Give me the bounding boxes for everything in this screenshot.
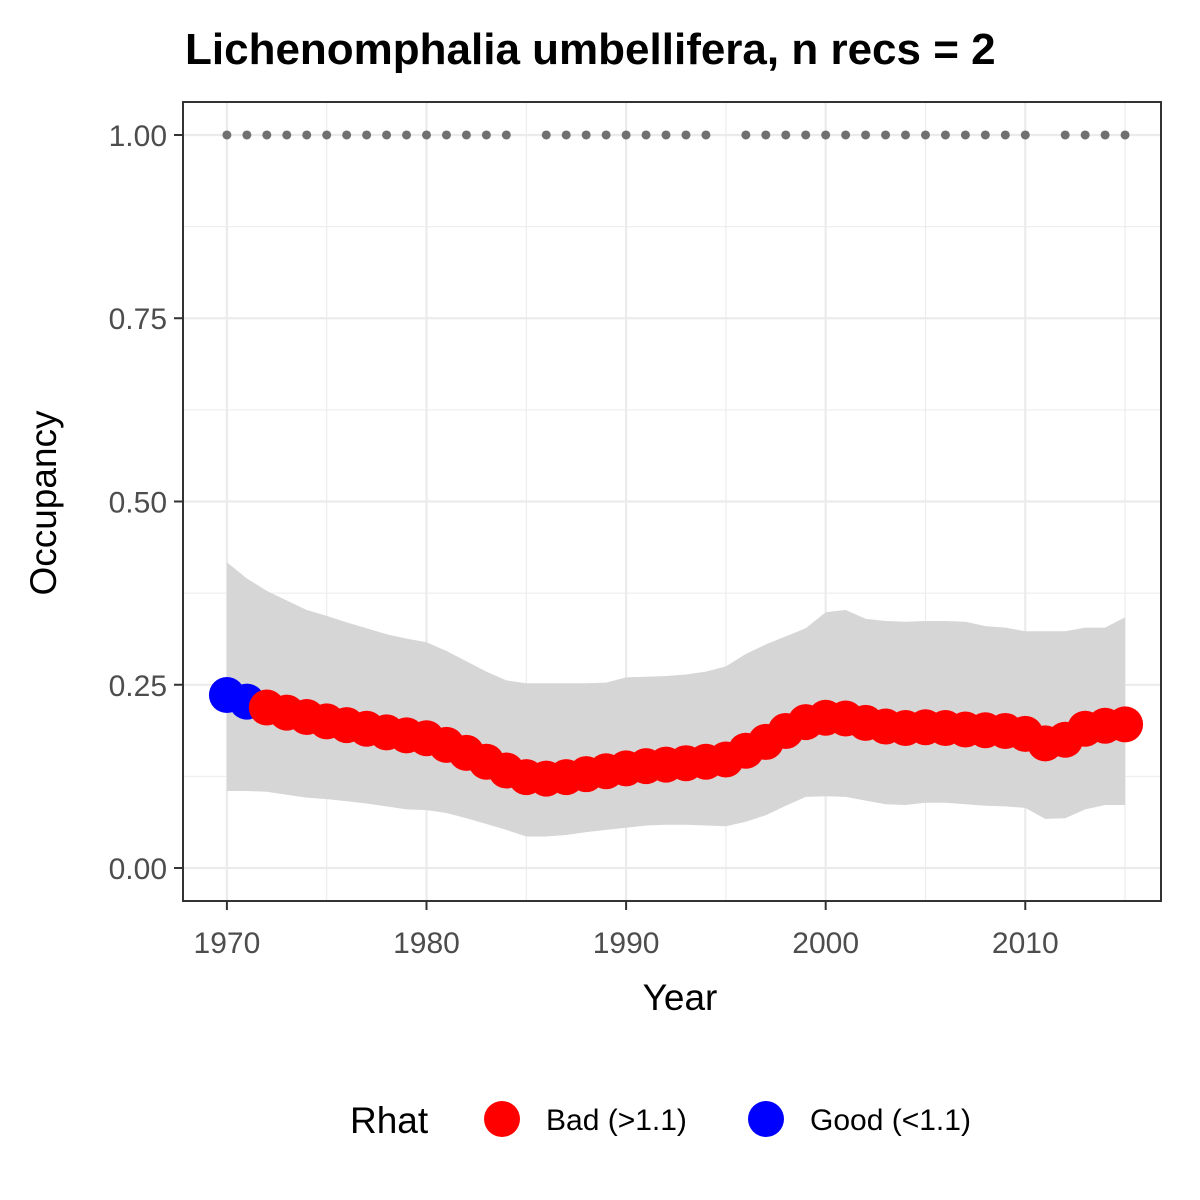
record-point bbox=[402, 130, 412, 140]
record-point bbox=[681, 130, 691, 140]
chart-title: Lichenomphalia umbellifera, n recs = 2 bbox=[185, 25, 996, 74]
record-point bbox=[222, 130, 232, 140]
record-point bbox=[841, 130, 851, 140]
record-point bbox=[501, 130, 511, 140]
record-point bbox=[362, 130, 372, 140]
legend-label-bad: Bad (>1.1) bbox=[546, 1104, 687, 1137]
record-point bbox=[761, 130, 771, 140]
record-point bbox=[1000, 130, 1010, 140]
x-tick-label: 2000 bbox=[792, 927, 859, 960]
record-point bbox=[980, 130, 990, 140]
record-point bbox=[661, 130, 671, 140]
x-tick-label: 1990 bbox=[593, 927, 660, 960]
x-tick-label: 1970 bbox=[194, 927, 261, 960]
record-point bbox=[881, 130, 891, 140]
record-point bbox=[960, 130, 970, 140]
record-point bbox=[781, 130, 791, 140]
record-point bbox=[561, 130, 571, 140]
record-point bbox=[441, 130, 451, 140]
occupancy-point-bad bbox=[1107, 706, 1144, 743]
record-point bbox=[422, 130, 432, 140]
y-tick-label: 1.00 bbox=[109, 120, 167, 153]
record-point bbox=[481, 130, 491, 140]
record-point bbox=[382, 130, 392, 140]
record-point bbox=[641, 130, 651, 140]
x-axis-title: Year bbox=[643, 977, 718, 1018]
record-point bbox=[801, 130, 811, 140]
record-point bbox=[302, 130, 312, 140]
legend-title: Rhat bbox=[350, 1100, 429, 1141]
legend-key-good bbox=[748, 1101, 784, 1137]
y-tick-label: 0.00 bbox=[109, 853, 167, 886]
legend-label-good: Good (<1.1) bbox=[810, 1104, 971, 1137]
record-point bbox=[821, 130, 831, 140]
record-point bbox=[1100, 130, 1110, 140]
record-point bbox=[1060, 130, 1070, 140]
y-tick-label: 0.75 bbox=[109, 303, 167, 336]
x-tick-label: 1980 bbox=[393, 927, 460, 960]
record-point bbox=[621, 130, 631, 140]
record-point bbox=[581, 130, 591, 140]
record-point bbox=[940, 130, 950, 140]
records-layer bbox=[222, 130, 1130, 140]
record-point bbox=[861, 130, 871, 140]
record-point bbox=[601, 130, 611, 140]
credible-interval-band bbox=[226, 562, 1126, 837]
record-point bbox=[242, 130, 252, 140]
record-point bbox=[1020, 130, 1030, 140]
record-point bbox=[1080, 130, 1090, 140]
record-point bbox=[282, 130, 292, 140]
record-point bbox=[461, 130, 471, 140]
legend: Rhat Bad (>1.1) Good (<1.1) bbox=[350, 1100, 971, 1141]
legend-key-bad bbox=[484, 1101, 520, 1137]
record-point bbox=[322, 130, 332, 140]
record-point bbox=[901, 130, 911, 140]
y-tick-label: 0.50 bbox=[109, 487, 167, 520]
credible-interval-layer bbox=[226, 562, 1126, 837]
record-point bbox=[541, 130, 551, 140]
record-point bbox=[342, 130, 352, 140]
record-point bbox=[262, 130, 272, 140]
record-point bbox=[920, 130, 930, 140]
x-tick-label: 2010 bbox=[992, 927, 1059, 960]
record-point bbox=[701, 130, 711, 140]
occupancy-points-layer bbox=[208, 677, 1144, 797]
y-axis-title: Occupancy bbox=[23, 410, 64, 596]
record-point bbox=[741, 130, 751, 140]
axes: 0.00 0.25 0.50 0.75 1.00 1970 1980 1990 2000 2010 bbox=[109, 120, 1059, 960]
record-point bbox=[1120, 130, 1130, 140]
y-tick-label: 0.25 bbox=[109, 670, 167, 703]
